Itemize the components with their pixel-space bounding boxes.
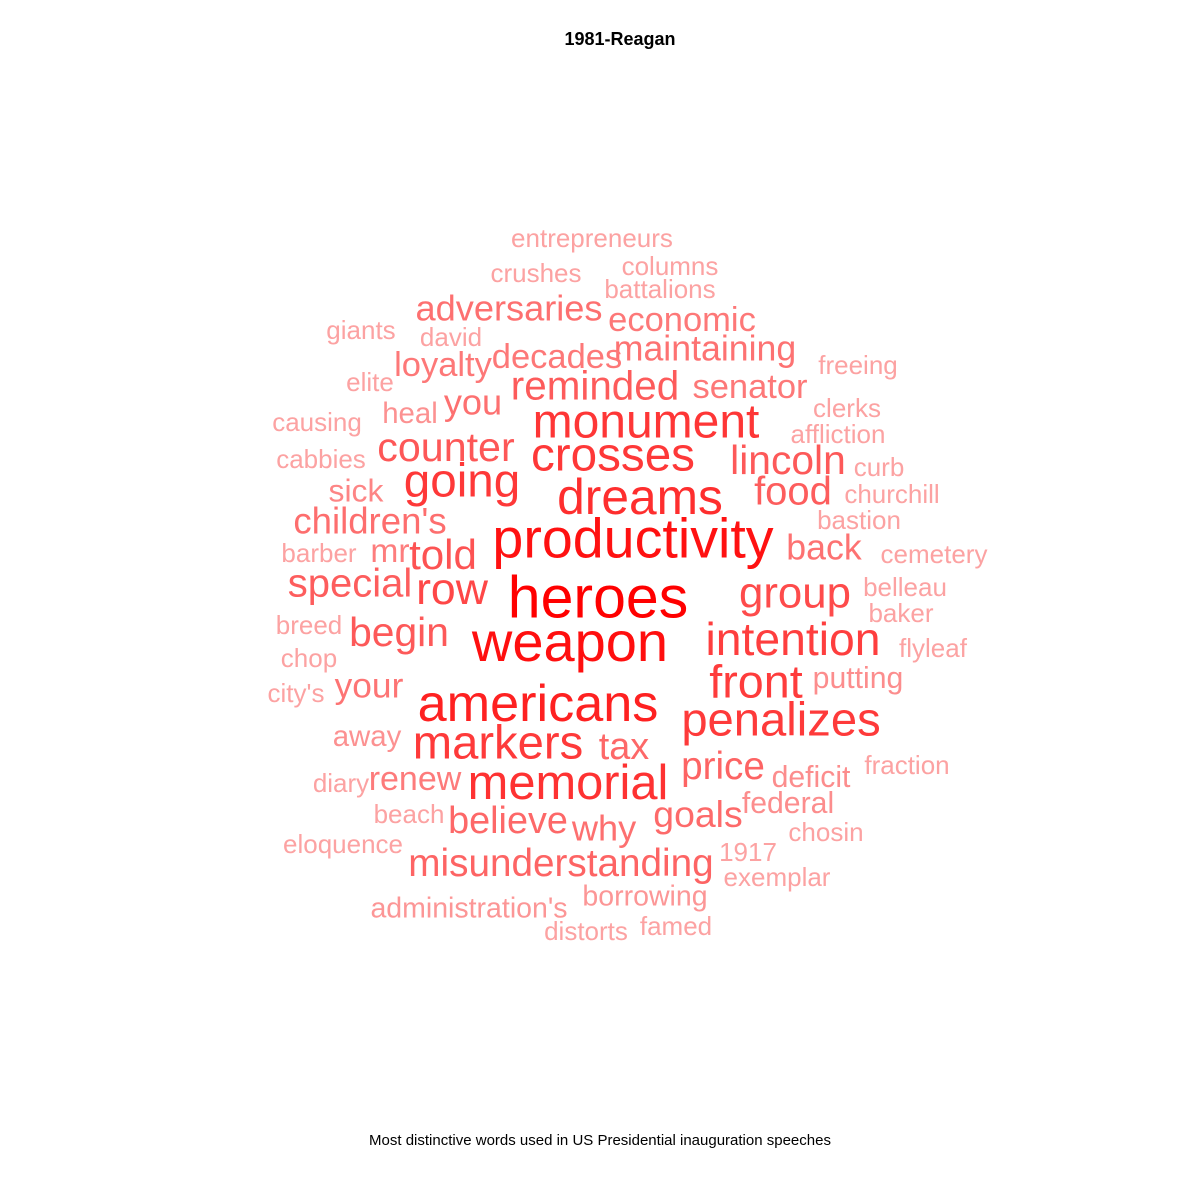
word-loyalty: loyalty xyxy=(394,346,493,384)
word-price: price xyxy=(681,745,765,788)
word-fraction: fraction xyxy=(864,750,949,780)
word-borrowing: borrowing xyxy=(582,881,707,913)
word-reminded: reminded xyxy=(511,363,679,409)
word-battalions: battalions xyxy=(604,274,715,304)
word-senator: senator xyxy=(692,368,807,406)
word-believe: believe xyxy=(448,800,568,842)
word-misunderstanding: misunderstanding xyxy=(408,842,713,885)
chart-caption: Most distinctive words used in US Presid… xyxy=(369,1132,831,1149)
word-why: why xyxy=(571,808,637,849)
word-sick: sick xyxy=(329,472,384,508)
word-bastion: bastion xyxy=(817,505,901,535)
word-front: front xyxy=(709,655,802,707)
word-curb: curb xyxy=(854,452,905,482)
word-back: back xyxy=(786,527,862,567)
word-intention: intention xyxy=(705,613,880,665)
word-going: going xyxy=(404,455,520,508)
word-chop: chop xyxy=(281,643,337,673)
word-penalizes: penalizes xyxy=(681,693,880,746)
word-administration-s: administration's xyxy=(370,893,567,925)
word-causing: causing xyxy=(272,407,362,437)
word-entrepreneurs: entrepreneurs xyxy=(511,223,673,253)
word-adversaries: adversaries xyxy=(415,288,602,329)
word-baker: baker xyxy=(868,598,933,628)
word-dreams: dreams xyxy=(557,469,723,525)
word-monument: monument xyxy=(533,396,760,449)
word-weapon: weapon xyxy=(471,610,668,673)
word-renew: renew xyxy=(369,760,462,798)
word-affliction: affliction xyxy=(791,419,886,449)
word-counter: counter xyxy=(377,424,515,470)
word-heal: heal xyxy=(382,397,438,430)
word-crosses: crosses xyxy=(531,429,695,482)
word-clerks: clerks xyxy=(813,393,881,423)
word-group: group xyxy=(739,569,851,618)
word-maintaining: maintaining xyxy=(614,328,797,368)
word-cemetery: cemetery xyxy=(881,539,988,569)
word-famed: famed xyxy=(640,911,712,941)
word-your: your xyxy=(335,666,404,705)
word-breed: breed xyxy=(276,610,343,640)
word-cabbies: cabbies xyxy=(276,444,366,474)
word-markers: markers xyxy=(413,716,583,769)
word-economic: economic xyxy=(608,301,756,339)
word-federal: federal xyxy=(742,787,834,820)
word-diary: diary xyxy=(313,768,369,798)
word-putting: putting xyxy=(813,662,904,695)
word-goals: goals xyxy=(653,793,742,835)
word-special: special xyxy=(288,562,413,606)
word-begin: begin xyxy=(349,609,449,655)
word-beach: beach xyxy=(374,799,445,829)
word-food: food xyxy=(754,470,832,514)
word-exemplar: exemplar xyxy=(724,862,831,892)
word-city-s: city's xyxy=(268,678,325,708)
word-you: you xyxy=(444,382,502,423)
word-distorts: distorts xyxy=(544,916,628,946)
word-churchill: churchill xyxy=(844,479,939,509)
word-columns: columns xyxy=(622,251,719,281)
word-giants: giants xyxy=(326,315,395,345)
word-belleau: belleau xyxy=(863,572,947,602)
word-chosin: chosin xyxy=(788,817,863,847)
word-americans: americans xyxy=(418,675,659,733)
word-told: told xyxy=(409,531,477,578)
word-flyleaf: flyleaf xyxy=(899,633,968,663)
word-children-s: children's xyxy=(293,501,446,542)
word-eloquence: eloquence xyxy=(283,829,403,859)
word-david: david xyxy=(420,322,482,352)
word-freeing: freeing xyxy=(818,350,898,380)
word-row: row xyxy=(416,565,489,614)
chart-title: 1981-Reagan xyxy=(564,29,676,49)
word-memorial: memorial xyxy=(468,756,669,810)
word-tax: tax xyxy=(599,726,650,768)
word-heroes: heroes xyxy=(508,565,688,631)
word-decades: decades xyxy=(492,338,622,376)
word-crushes: crushes xyxy=(490,258,581,288)
word-1917: 1917 xyxy=(719,837,777,867)
word-away: away xyxy=(333,720,402,753)
word-barber: barber xyxy=(281,538,356,568)
word-productivity: productivity xyxy=(492,508,773,570)
word-deficit: deficit xyxy=(772,761,851,794)
word-lincoln: lincoln xyxy=(730,437,846,483)
word-elite: elite xyxy=(346,367,394,397)
word-mr: mr xyxy=(370,533,409,570)
